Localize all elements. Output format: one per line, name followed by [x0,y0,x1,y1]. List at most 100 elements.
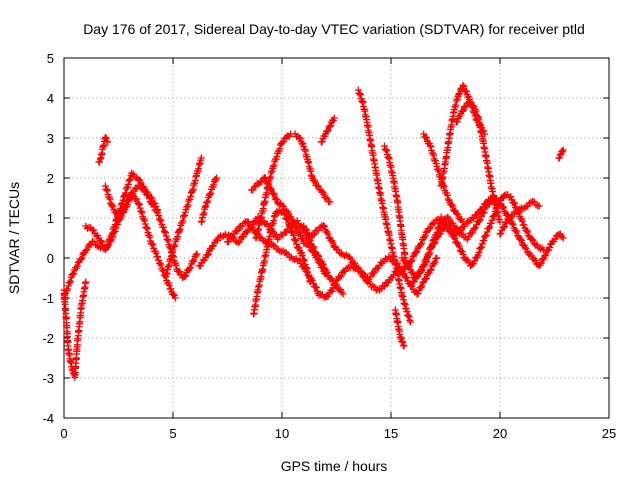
series-arc1 [60,278,90,381]
plus-marker [443,223,451,231]
plus-marker [261,174,269,182]
plus-marker [155,212,163,220]
plus-marker [148,240,156,248]
series-arc15 [317,114,338,146]
plus-marker [403,308,411,316]
plus-marker [427,224,435,232]
plus-marker [540,246,548,254]
plus-marker [435,231,443,239]
plus-marker [319,222,327,230]
plus-marker [531,256,539,264]
plus-marker [138,209,146,217]
plus-marker [313,181,321,189]
plus-marker [427,143,435,151]
plus-marker [129,189,137,197]
x-tick-label: 5 [169,426,176,441]
plus-marker [154,206,162,214]
plus-marker [333,245,340,253]
plus-marker [448,201,456,209]
plus-marker [155,256,163,264]
plus-marker [537,259,545,267]
plus-marker [236,237,244,245]
plus-marker [61,293,69,301]
plus-marker [480,208,488,216]
plus-marker [120,192,128,200]
plus-marker [332,280,340,288]
plus-marker [331,282,339,290]
plus-marker [523,226,531,234]
plus-marker [455,91,463,99]
plus-marker [509,221,517,229]
plus-marker [356,91,364,99]
plus-marker [406,316,414,324]
plus-marker [369,282,377,290]
plus-marker [427,266,435,274]
plus-marker [196,262,204,270]
plus-marker [155,215,163,223]
plus-marker [143,224,151,232]
plus-marker [279,203,287,211]
plus-marker [472,107,480,115]
plus-marker [559,234,567,242]
plus-marker [143,225,151,233]
plus-marker [164,236,172,244]
plus-marker [327,122,335,130]
plus-marker [402,258,410,266]
plus-marker [125,177,133,185]
plus-marker [137,208,145,216]
plus-marker [273,195,281,203]
plus-marker [157,217,165,225]
plus-marker [314,182,322,190]
plus-marker [482,231,490,239]
plus-marker [501,222,509,230]
plus-marker [112,208,120,216]
plus-marker [174,233,182,241]
data-layer [60,81,567,381]
plus-marker [67,277,75,285]
plus-marker [417,267,425,275]
x-tick-label: 10 [275,426,289,441]
plus-marker [443,191,451,199]
plus-marker [115,214,122,222]
plus-marker [507,193,515,201]
plus-marker [468,101,476,109]
plus-marker [102,134,110,142]
plus-marker [465,233,473,241]
plus-marker [536,245,544,253]
plus-marker [370,269,378,277]
plus-marker [207,189,215,197]
series-arc23 [452,98,504,226]
plus-marker [436,229,444,237]
plus-marker [511,200,519,208]
series-arc12 [252,130,295,242]
plus-marker [306,278,314,286]
plus-marker [367,273,375,281]
plus-marker [281,211,289,219]
plus-marker [190,256,198,264]
plus-marker [478,240,486,248]
plus-marker [407,318,415,326]
plus-marker [311,283,319,291]
plus-marker [136,204,144,212]
tick-layer: 0 5 10 15 20 25 -4 -3 -2 -1 0 1 2 3 4 5 [42,51,616,441]
plus-marker [322,270,330,278]
plus-marker [524,228,532,236]
plus-marker [133,195,141,203]
plus-marker [104,138,112,146]
plus-marker [434,165,442,173]
plus-marker [505,215,513,223]
plus-marker [97,237,105,245]
plus-marker [103,186,111,194]
plus-marker [513,228,521,236]
plus-marker [356,90,364,98]
plus-marker [69,270,77,278]
plus-marker [287,224,295,232]
plus-marker [459,218,467,226]
plus-marker [408,256,416,264]
plus-marker [123,201,131,209]
plus-marker [204,251,212,259]
plus-marker [437,219,445,227]
plus-marker [530,255,538,263]
plus-marker [532,201,540,209]
plus-marker [454,211,462,219]
